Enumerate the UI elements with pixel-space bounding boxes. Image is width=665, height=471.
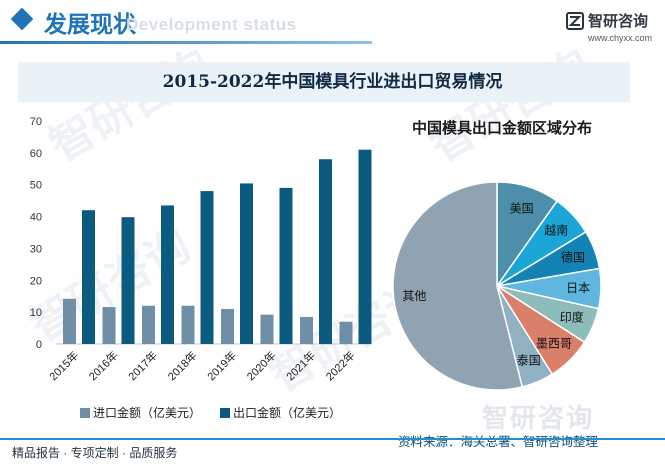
export-bar <box>319 159 332 344</box>
section-title: 发展现状 <box>44 11 136 38</box>
y-tick-label: 40 <box>30 212 42 224</box>
pie-slice-label: 印度 <box>560 309 584 324</box>
x-tick-label: 2022年 <box>323 348 358 383</box>
x-tick-label: 2018年 <box>165 348 200 383</box>
x-tick-label: 2016年 <box>86 348 121 383</box>
pie-slice-label: 日本 <box>566 281 590 295</box>
import-bar <box>221 308 234 344</box>
y-tick-label: 50 <box>30 180 42 192</box>
pie-slice-label: 越南 <box>544 223 568 238</box>
import-bar <box>300 316 313 344</box>
brand-logo-icon <box>566 12 584 30</box>
import-bar <box>63 298 76 344</box>
y-tick-label: 10 <box>30 307 42 319</box>
export-bar <box>121 217 135 344</box>
section-header: 发展现状 Development status 智研咨询 www.chyxx.c… <box>0 0 665 46</box>
brand-url: www.chyxx.com <box>588 33 653 43</box>
pie-slice-label: 其他 <box>402 289 426 303</box>
legend-label: 出口金额（亿美元） <box>233 405 341 420</box>
export-bar <box>200 191 214 344</box>
pie-chart-title: 中国模具出口金额区域分布 <box>411 119 592 137</box>
footer-divider <box>0 438 665 440</box>
y-tick-label: 60 <box>30 148 42 160</box>
export-bar <box>240 183 253 344</box>
y-tick-label: 70 <box>30 116 42 128</box>
x-tick-label: 2015年 <box>46 348 81 383</box>
export-bar <box>161 205 174 344</box>
x-tick-label: 2017年 <box>125 348 160 383</box>
footer-slogan: 精品报告 · 专项定制 · 品质服务 <box>12 446 178 460</box>
pie-slice-label: 泰国 <box>517 354 541 368</box>
brand-name: 智研咨询 <box>588 13 649 30</box>
y-tick-label: 0 <box>36 339 42 351</box>
title-band <box>18 62 630 102</box>
pie-slice <box>392 181 524 391</box>
chart-title: 2015-2022年中国模具行业进出口贸易情况 <box>162 72 503 92</box>
export-bar <box>358 149 372 344</box>
import-bar <box>260 314 274 344</box>
pie-slice-label: 德国 <box>561 250 585 265</box>
x-tick-label: 2020年 <box>244 348 279 383</box>
y-tick-label: 20 <box>30 275 42 287</box>
import-bar <box>102 307 116 344</box>
import-bar <box>142 305 155 344</box>
export-bar <box>82 210 95 344</box>
legend-swatch <box>220 408 230 418</box>
export-bar <box>279 187 293 344</box>
legend-swatch <box>80 408 90 418</box>
legend-label: 进口金额（亿美元） <box>93 405 201 420</box>
section-subtitle: Development status <box>126 15 297 34</box>
pie-slice-label: 墨西哥 <box>536 337 572 351</box>
import-bar <box>181 305 195 344</box>
source-text: 资料来源：海关总署、智研咨询整理 <box>398 435 599 449</box>
x-tick-label: 2021年 <box>283 348 318 383</box>
x-tick-label: 2019年 <box>204 348 239 383</box>
import-bar <box>339 321 353 344</box>
header-underline <box>0 41 372 44</box>
pie-slice-label: 美国 <box>510 202 534 216</box>
watermark-brand: 智研咨询 <box>482 403 595 433</box>
y-tick-label: 30 <box>30 243 42 255</box>
